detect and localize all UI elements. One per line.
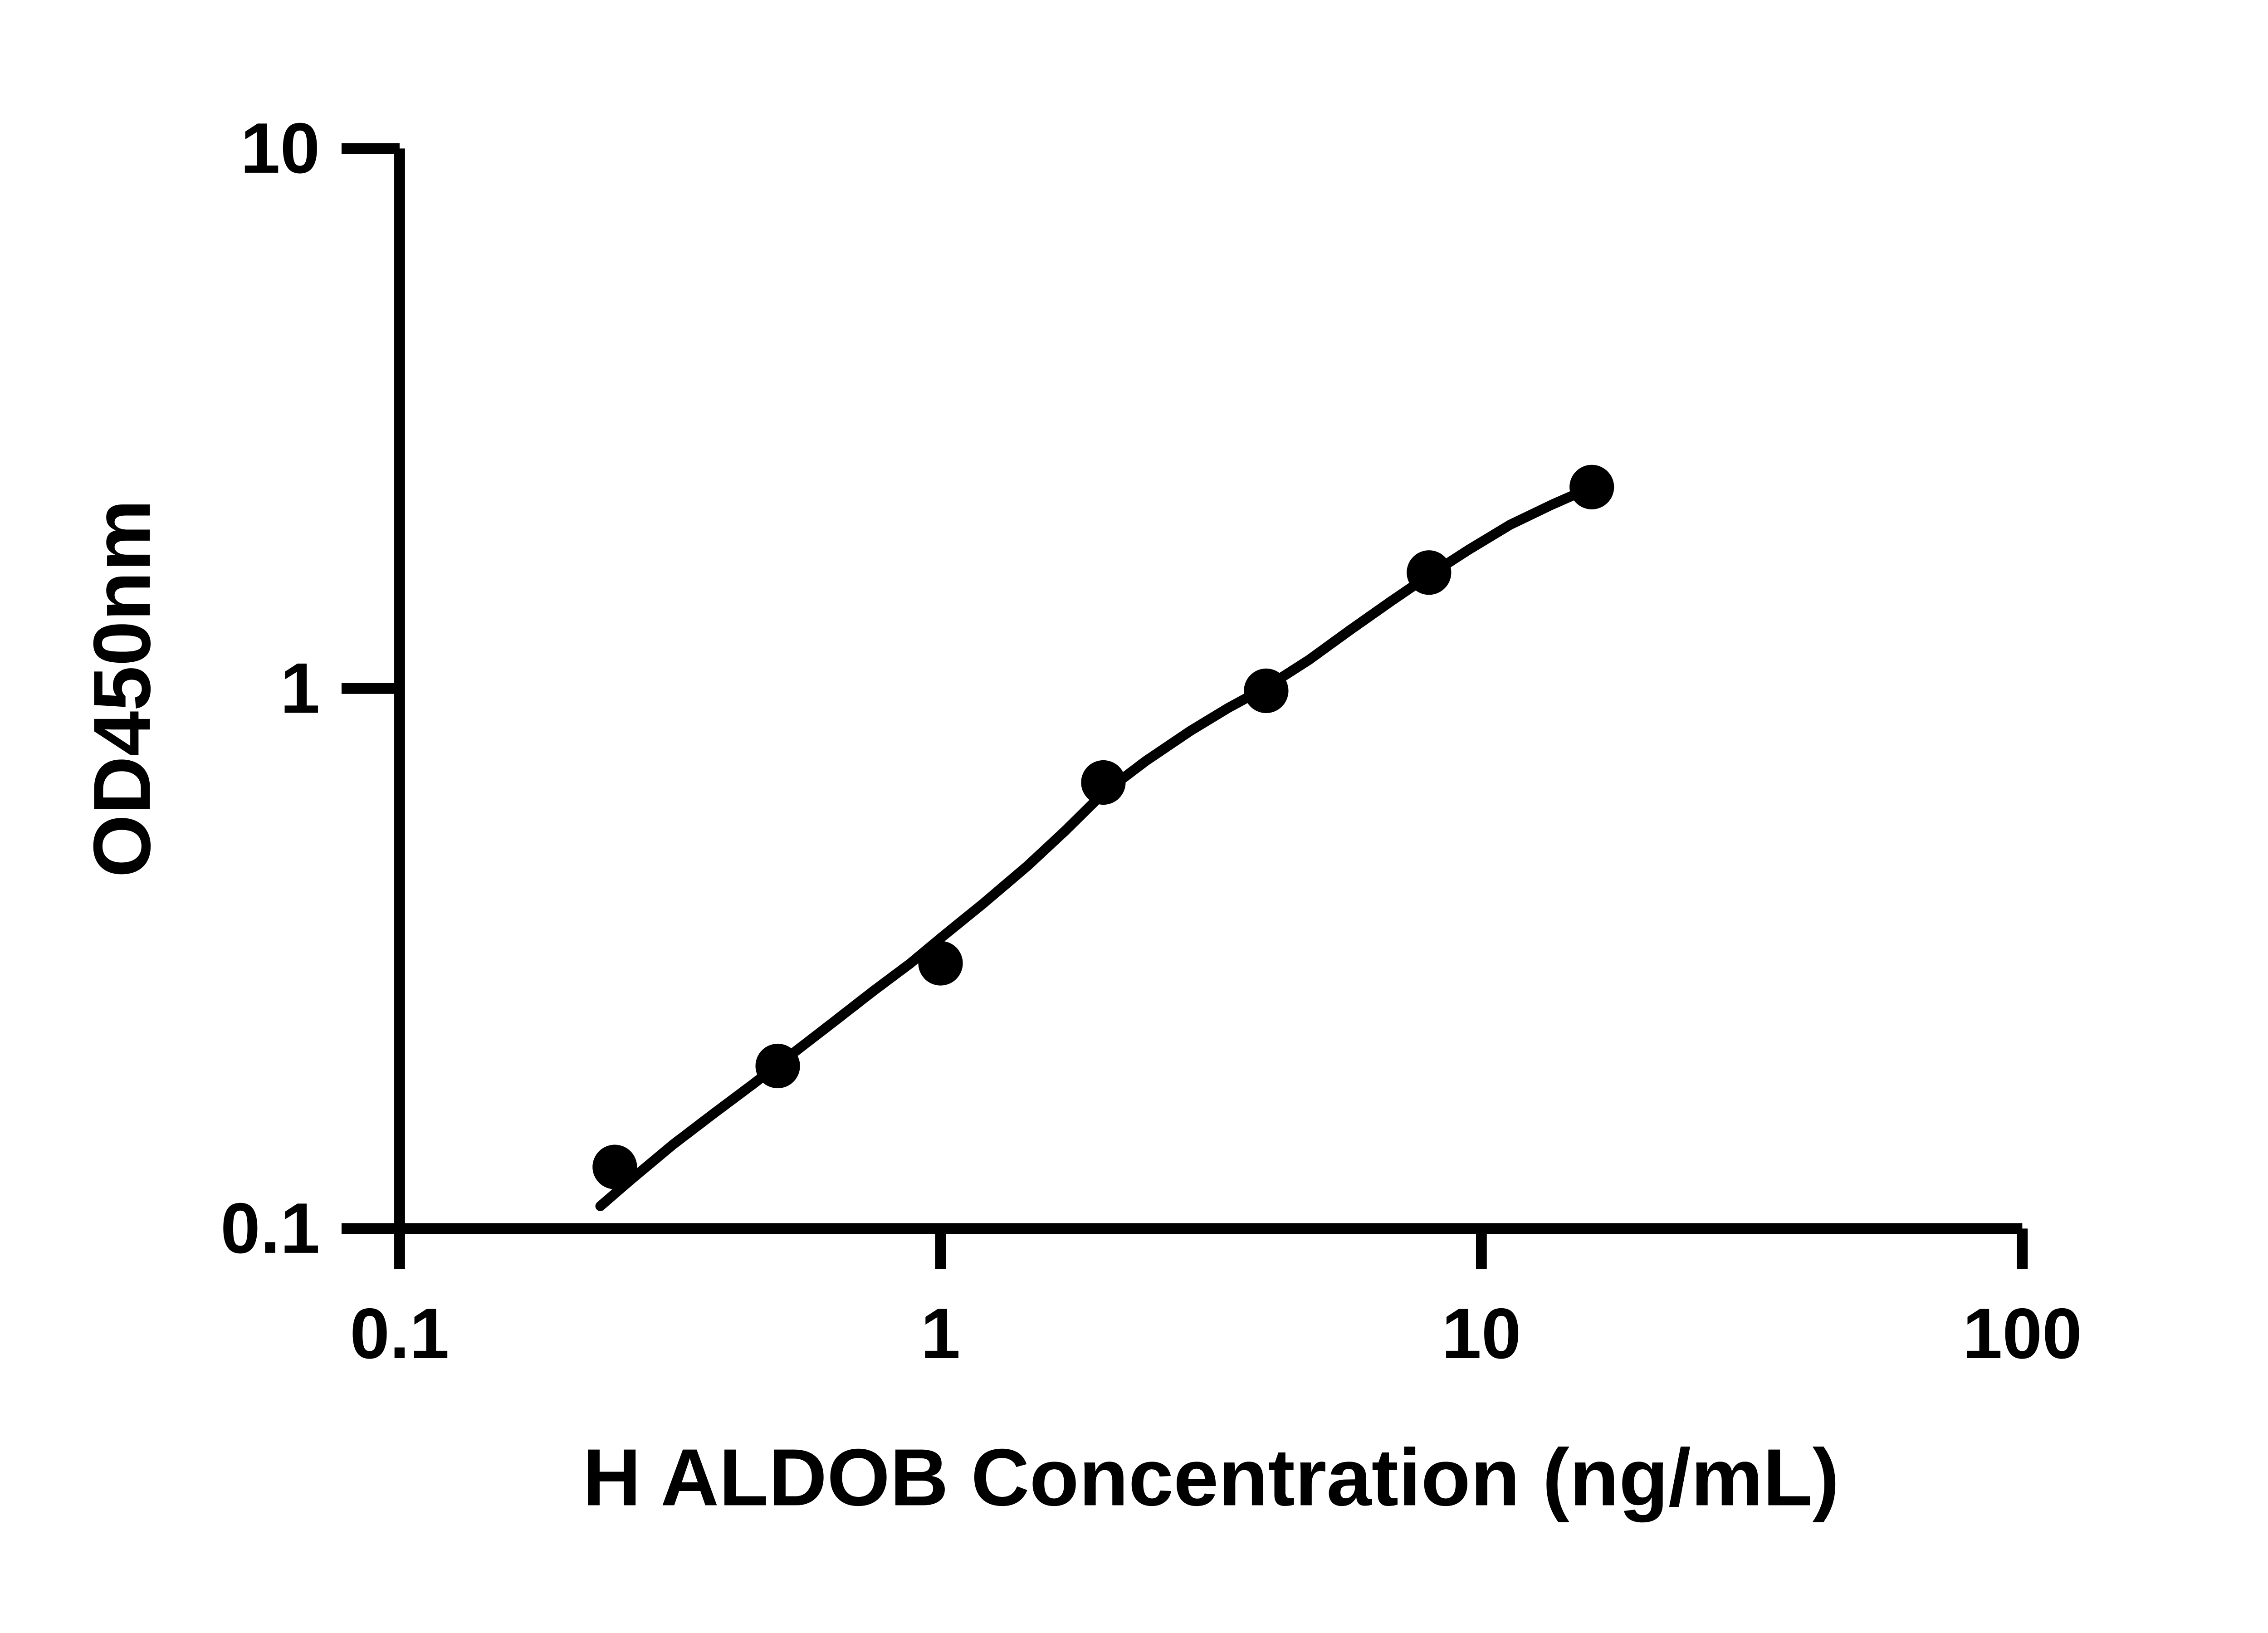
axis-spine [394, 148, 2023, 1234]
y-tick-label: 0.1 [220, 1188, 320, 1268]
x-tick-label: 1 [921, 1294, 961, 1374]
y-tick-label: 10 [240, 108, 320, 188]
x-tick-label: 0.1 [350, 1294, 449, 1374]
y-tick-label: 1 [280, 648, 320, 728]
y-axis-title: OD450nm [76, 499, 167, 878]
x-axis-title: H ALDOB Concentration (ng/mL) [582, 1432, 1839, 1522]
data-point [1081, 760, 1126, 805]
fit-curve [595, 482, 1597, 1211]
plot-area: 0.1 1 10 0.1 1 10 100 [220, 108, 2082, 1374]
x-tick-label: 100 [1963, 1294, 2082, 1374]
x-tick-label: 10 [1442, 1294, 1521, 1374]
